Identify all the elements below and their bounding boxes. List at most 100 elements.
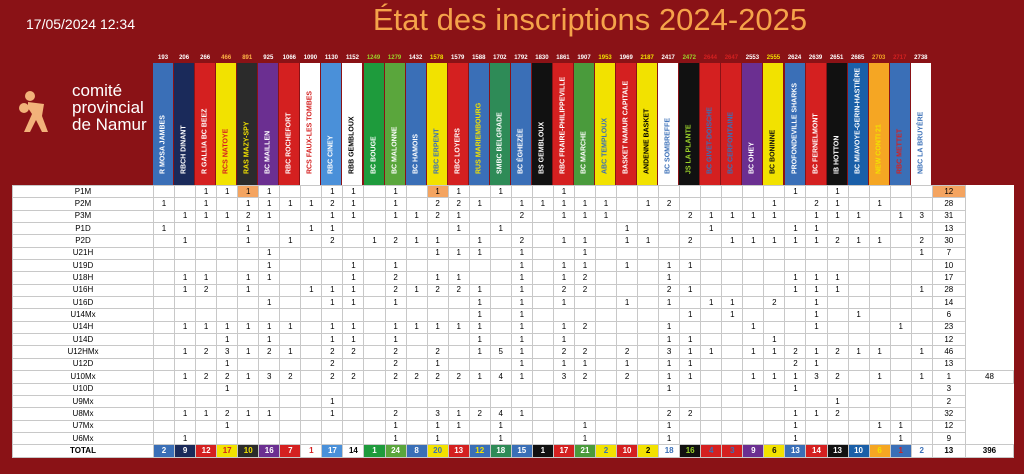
table-cell: 396 (964, 444, 1015, 458)
table-cell (321, 271, 344, 285)
row-total: 32 (931, 407, 966, 421)
row-total: 13 (931, 222, 966, 236)
table-cell: 2 (658, 197, 681, 211)
table-cell (679, 419, 702, 433)
table-cell (152, 320, 176, 335)
club-name: RBC ROCHEFORT (285, 112, 293, 174)
logo-line-2: provincial (72, 98, 144, 117)
table-cell (216, 394, 239, 409)
table-cell: 2 (826, 407, 849, 421)
table-cell (468, 382, 491, 396)
table-cell: 1 (468, 308, 491, 322)
table-cell (342, 407, 365, 421)
table-cell (763, 431, 786, 446)
table-cell (531, 296, 554, 310)
table-cell: 1 (426, 246, 449, 261)
table-cell (279, 271, 302, 285)
table-cell (700, 407, 723, 421)
club-header: ANDENNE BASKET (637, 63, 658, 185)
table-cell: 1 (805, 320, 828, 335)
table-cell: 14 (342, 444, 365, 458)
table-cell: 1 (447, 184, 470, 199)
table-cell (826, 382, 849, 396)
table-cell (868, 308, 891, 322)
table-cell: 2 (573, 370, 596, 384)
table-cell: 1 (342, 259, 365, 273)
table-cell: 1 (805, 283, 828, 298)
table-cell: 1 (552, 320, 575, 335)
table-cell: 1 (426, 431, 449, 446)
category-label: U10Mx (12, 370, 154, 384)
table-cell (300, 234, 323, 248)
table-cell: 1 (342, 271, 365, 285)
table-cell: 1 (510, 357, 533, 372)
table-cell (174, 184, 197, 199)
table-cell: 1 (658, 333, 681, 347)
table-cell (868, 259, 891, 273)
table-cell: 2 (679, 209, 702, 224)
table-cell (637, 345, 660, 359)
table-cell (700, 308, 723, 322)
table-cell (363, 370, 386, 384)
table-cell (700, 271, 723, 285)
table-cell (700, 197, 723, 211)
table-cell (237, 419, 260, 433)
category-label: U21H (12, 246, 154, 261)
table-cell (152, 246, 176, 261)
table-cell: 1 (342, 296, 365, 310)
table-cell (489, 234, 512, 248)
category-label: U16D (12, 296, 154, 310)
table-cell (616, 283, 639, 298)
club-header: RBC METTET (889, 63, 910, 185)
table-cell: 1 (805, 357, 828, 372)
table-cell (342, 222, 365, 236)
table-row: U10Mx 1 2 2 1 3 2 2 2 2 2 2 2 1 4 1 3 2 2 1 1 1 1 1 3 2 1 1 1 48 (12, 370, 1015, 384)
table-cell: 1 (889, 320, 912, 335)
table-cell (889, 370, 912, 384)
table-cell (616, 184, 639, 199)
table-cell: 1 (489, 222, 512, 236)
table-cell: 12 (195, 444, 218, 458)
table-cell (384, 308, 407, 322)
table-cell: 2 (679, 234, 702, 248)
table-cell: 1 (468, 296, 491, 310)
club-number: 1432 (405, 53, 426, 63)
table-cell (510, 184, 533, 199)
table-cell: 1 (510, 283, 533, 298)
table-cell (742, 357, 765, 372)
table-cell (573, 184, 596, 199)
table-cell: 1 (910, 246, 933, 261)
club-header: BC BONINNE (763, 63, 784, 185)
table-cell (594, 357, 618, 372)
table-cell: 2 (195, 283, 218, 298)
table-cell: 2 (195, 370, 218, 384)
table-cell (889, 259, 912, 273)
table-cell: 1 (573, 197, 596, 211)
page-title: État des inscriptions 2024-2025 (372, 2, 808, 37)
table-cell (910, 308, 933, 322)
table-cell: 1 (468, 197, 491, 211)
table-cell (152, 419, 176, 433)
table-cell: 1 (616, 296, 639, 310)
table-cell (658, 246, 681, 261)
table-cell (195, 308, 218, 322)
table-cell (679, 197, 702, 211)
club-number: 1792 (510, 53, 531, 63)
table-cell: 1 (237, 197, 260, 211)
table-cell (216, 296, 239, 310)
table-cell: 1 (805, 222, 828, 236)
table-cell (531, 333, 554, 347)
table-cell: 2 (658, 407, 681, 421)
table-row: U16H 1 2 1 1 1 1 2 1 2 2 1 1 2 2 2 1 1 1 1 1 28 (12, 283, 1014, 298)
table-cell (847, 184, 870, 199)
table-cell (489, 197, 512, 211)
table-cell: 1 (784, 370, 807, 384)
table-cell: 1 (826, 209, 849, 224)
table-cell: 10 (237, 444, 260, 458)
table-cell: 2 (910, 234, 933, 248)
table-cell (405, 431, 428, 446)
table-cell (363, 246, 386, 261)
club-header: BC MALONNE (384, 63, 405, 185)
table-cell (910, 197, 933, 211)
table-cell (531, 246, 554, 261)
